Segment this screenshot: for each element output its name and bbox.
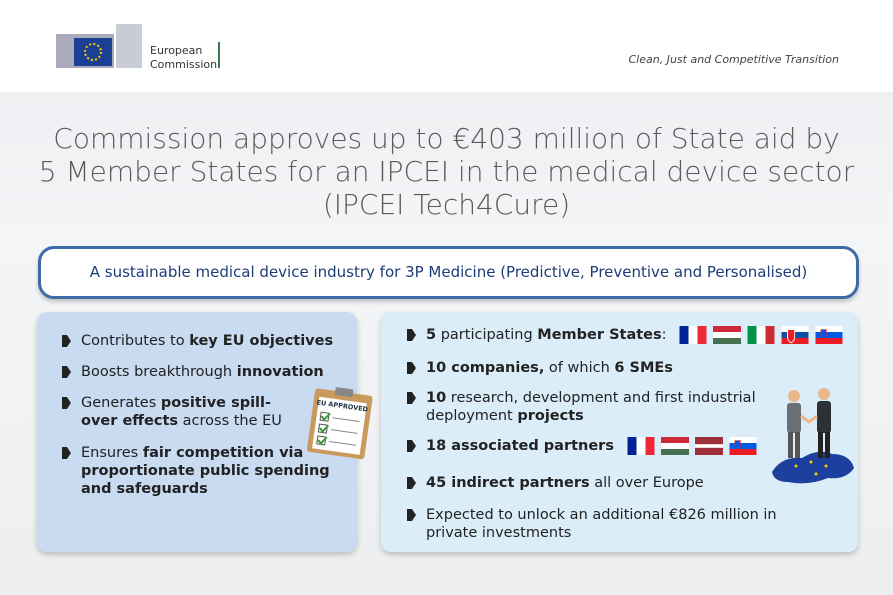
- bullet: Contributes to key EU objectives: [81, 332, 341, 350]
- header: European Commission Clean, Just and Compe…: [0, 0, 893, 92]
- clipboard: EU APPROVED: [306, 387, 373, 460]
- flag-france: [627, 437, 655, 455]
- flag-italy: [747, 326, 775, 344]
- bullet: Generates positive spill-over effects ac…: [81, 394, 286, 430]
- divider: [218, 42, 220, 68]
- flag-hungary: [660, 437, 689, 455]
- bullet: Expected to unlock an additional €826 mi…: [426, 506, 801, 542]
- logo-mark: [56, 24, 142, 68]
- logo-text: European Commission: [150, 44, 218, 71]
- bullet: 10 companies, of which 6 SMEs: [426, 359, 846, 377]
- bullet: 18 associated partners: [426, 437, 826, 455]
- bullet: Boosts breakthrough innovation: [81, 363, 341, 381]
- flag-slovenia: [815, 326, 843, 344]
- bullet: 45 indirect partners all over Europe: [426, 474, 826, 492]
- banner: A sustainable medical device industry fo…: [38, 246, 859, 299]
- flag-slovenia: [729, 437, 757, 455]
- flag-france: [679, 326, 707, 344]
- bullet: 10 research, development and first indus…: [426, 389, 766, 425]
- flag-slovakia: [781, 326, 809, 344]
- right-panel: 5 participating Member States: 10 compan…: [381, 312, 858, 552]
- flag-hungary: [713, 326, 742, 344]
- bullet: 5 participating Member States:: [426, 326, 846, 344]
- flag-latvia: [694, 437, 723, 455]
- tagline: Clean, Just and Competitive Transition: [628, 53, 839, 66]
- title: Commission approves up to €403 million o…: [38, 122, 855, 221]
- partners-illustration: [772, 388, 854, 484]
- bullet: Ensures fair competition via proportiona…: [81, 444, 346, 498]
- left-panel: Contributes to key EU objectives Boosts …: [37, 312, 373, 552]
